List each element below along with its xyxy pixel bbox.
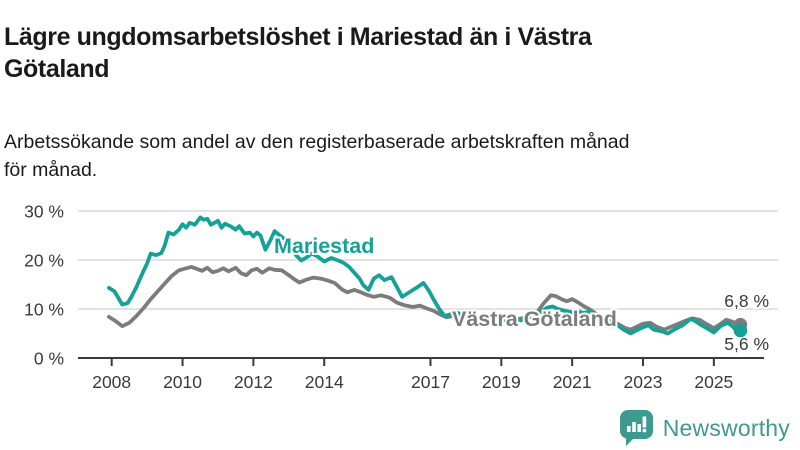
- newsworthy-speech-bubble-bar-chart-icon: [619, 410, 653, 446]
- mariestad-end-dot: [733, 323, 748, 338]
- x-tick-label: 2008: [92, 372, 131, 392]
- page-title: Lägre ungdomsarbetslöshet i Mariestad än…: [4, 21, 744, 86]
- vastra-gotaland-end-value-label: 6,8 %: [724, 291, 769, 311]
- subtitle-line-2: för månad.: [4, 158, 98, 181]
- line-chart: 0 % 10 % 20 % 30 % 2008 2010 2012 2014 2017 2019…: [24, 202, 778, 392]
- x-tick-label: 2017: [411, 372, 450, 392]
- newsworthy-logo: Newsworthy: [619, 409, 790, 447]
- vastra-gotaland-line: [107, 265, 743, 332]
- x-tick-label: 2010: [163, 372, 202, 392]
- x-tick-label: 2012: [234, 372, 273, 392]
- title-line-2: Götaland: [4, 55, 110, 84]
- title-line-1: Lägre ungdomsarbetslöshet i Mariestad än…: [4, 22, 592, 51]
- subtitle-line-1: Arbetssökande som andel av den registerb…: [4, 130, 630, 153]
- y-axis-labels: 0 % 10 % 20 % 30 %: [24, 202, 64, 369]
- x-tick-label: 2019: [482, 372, 521, 392]
- y-tick-label: 10 %: [24, 300, 64, 320]
- y-tick-label: 0 %: [34, 349, 64, 369]
- brand-wordmark: Newsworthy: [662, 414, 790, 441]
- x-tick-label: 2021: [553, 372, 592, 392]
- x-axis-labels: 2008 2010 2012 2014 2017 2019 2021 2023 2025: [92, 372, 733, 392]
- vastra-gotaland-series-label: Västra Götaland: [452, 307, 617, 331]
- mariestad-line: [107, 215, 743, 336]
- x-axis: [78, 357, 764, 366]
- y-tick-label: 30 %: [24, 202, 64, 222]
- y-tick-label: 20 %: [24, 251, 64, 271]
- chart-subtitle: Arbetssökande som andel av den registerb…: [4, 128, 784, 185]
- x-tick-label: 2023: [624, 372, 663, 392]
- mariestad-end-value-label: 5,6 %: [724, 334, 769, 354]
- mariestad-series-label: Mariestad: [274, 234, 374, 258]
- x-tick-label: 2025: [694, 372, 733, 392]
- x-tick-label: 2014: [305, 372, 344, 392]
